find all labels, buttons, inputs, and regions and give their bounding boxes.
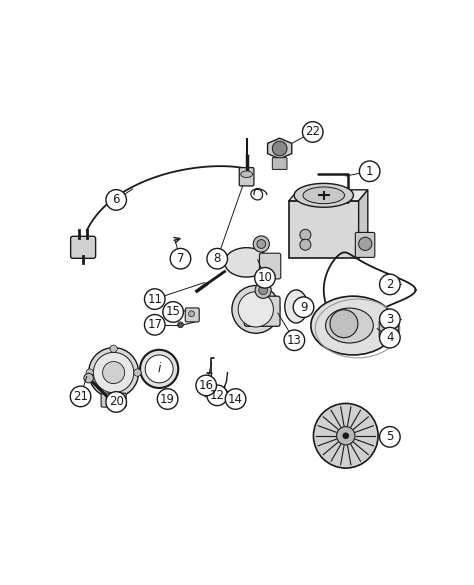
FancyBboxPatch shape xyxy=(272,158,287,170)
Circle shape xyxy=(196,375,217,395)
Text: 11: 11 xyxy=(147,292,162,305)
Circle shape xyxy=(110,345,117,352)
Ellipse shape xyxy=(311,296,395,355)
Circle shape xyxy=(232,285,280,333)
Text: 4: 4 xyxy=(386,331,393,344)
Circle shape xyxy=(255,282,271,298)
Circle shape xyxy=(145,355,173,383)
Text: 16: 16 xyxy=(199,379,214,392)
Circle shape xyxy=(89,347,138,398)
Text: 15: 15 xyxy=(166,305,181,318)
Circle shape xyxy=(145,315,165,335)
Text: 5: 5 xyxy=(386,431,393,443)
Polygon shape xyxy=(267,138,292,159)
Text: 9: 9 xyxy=(300,301,307,314)
Circle shape xyxy=(84,373,93,383)
Text: 8: 8 xyxy=(213,252,221,265)
Circle shape xyxy=(330,309,358,338)
FancyBboxPatch shape xyxy=(379,321,399,338)
Text: 7: 7 xyxy=(177,252,184,265)
Text: 2: 2 xyxy=(386,278,393,291)
Circle shape xyxy=(300,229,311,240)
FancyBboxPatch shape xyxy=(239,167,254,186)
Circle shape xyxy=(163,302,183,322)
Circle shape xyxy=(359,161,380,181)
Circle shape xyxy=(337,426,355,445)
Circle shape xyxy=(380,426,400,447)
Circle shape xyxy=(313,404,378,468)
Text: 19: 19 xyxy=(160,393,175,405)
FancyBboxPatch shape xyxy=(101,393,126,407)
Polygon shape xyxy=(359,190,368,258)
Ellipse shape xyxy=(294,183,354,207)
Ellipse shape xyxy=(241,171,253,177)
Circle shape xyxy=(238,292,273,327)
Circle shape xyxy=(257,240,266,249)
Text: 10: 10 xyxy=(257,271,273,284)
Circle shape xyxy=(284,330,305,350)
Text: 22: 22 xyxy=(305,125,320,139)
Circle shape xyxy=(225,388,246,409)
FancyBboxPatch shape xyxy=(185,308,199,322)
Circle shape xyxy=(86,369,93,376)
Circle shape xyxy=(300,239,311,250)
Circle shape xyxy=(145,289,165,309)
Circle shape xyxy=(259,286,267,295)
Text: i: i xyxy=(157,362,161,376)
Circle shape xyxy=(157,388,178,409)
FancyBboxPatch shape xyxy=(71,236,96,259)
Circle shape xyxy=(110,393,117,400)
Circle shape xyxy=(170,249,191,269)
Text: 13: 13 xyxy=(287,333,302,347)
FancyBboxPatch shape xyxy=(245,296,280,326)
Circle shape xyxy=(134,369,141,376)
Circle shape xyxy=(102,362,125,384)
Circle shape xyxy=(380,328,400,348)
Ellipse shape xyxy=(285,290,308,323)
Circle shape xyxy=(293,297,314,318)
FancyBboxPatch shape xyxy=(356,232,375,257)
Ellipse shape xyxy=(326,308,374,343)
Circle shape xyxy=(380,274,400,295)
Circle shape xyxy=(106,190,127,210)
Circle shape xyxy=(140,350,178,388)
Text: 6: 6 xyxy=(112,194,120,207)
FancyBboxPatch shape xyxy=(289,201,359,258)
Circle shape xyxy=(207,249,228,269)
Text: 14: 14 xyxy=(228,393,243,405)
Text: 21: 21 xyxy=(73,390,88,403)
Circle shape xyxy=(178,322,183,328)
Text: 17: 17 xyxy=(147,318,162,331)
Circle shape xyxy=(253,236,269,252)
Text: 12: 12 xyxy=(210,389,225,402)
Circle shape xyxy=(272,141,287,156)
Polygon shape xyxy=(289,190,368,201)
Circle shape xyxy=(255,267,275,288)
Circle shape xyxy=(189,311,194,316)
Circle shape xyxy=(380,309,400,329)
Text: 20: 20 xyxy=(109,395,124,408)
Text: 3: 3 xyxy=(386,313,393,326)
Circle shape xyxy=(207,385,228,405)
Circle shape xyxy=(359,237,372,250)
Circle shape xyxy=(106,392,127,412)
Circle shape xyxy=(93,352,134,393)
Ellipse shape xyxy=(225,247,269,277)
Circle shape xyxy=(70,386,91,407)
Text: 1: 1 xyxy=(366,165,374,178)
FancyBboxPatch shape xyxy=(259,253,281,279)
Ellipse shape xyxy=(303,187,345,204)
Circle shape xyxy=(343,432,349,439)
Circle shape xyxy=(302,122,323,142)
